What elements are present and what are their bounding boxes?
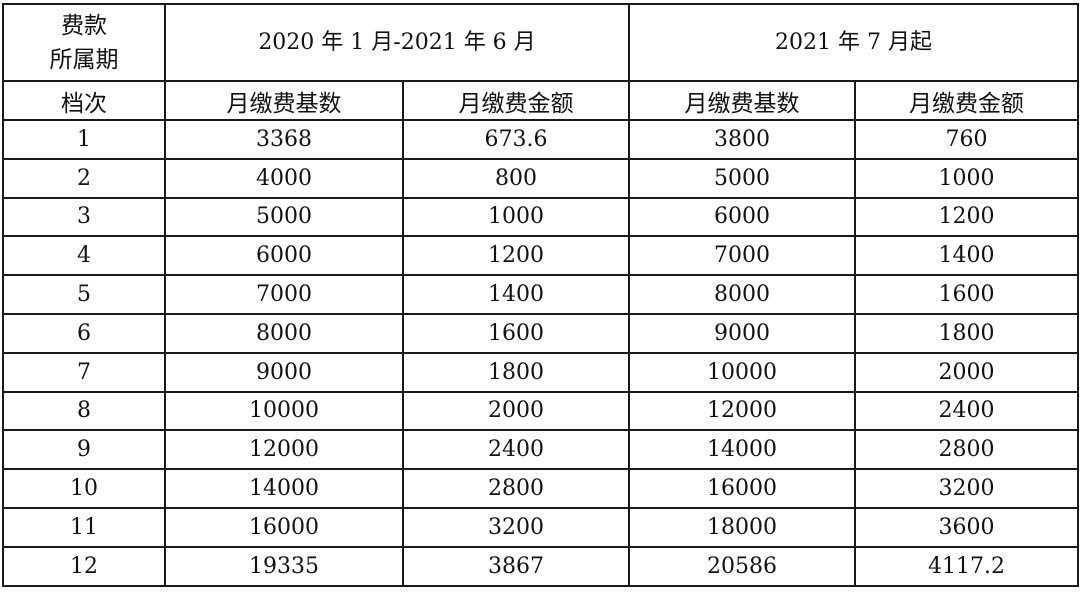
base-cell-2021: 16000	[628, 468, 856, 509]
amount-cell-2020: 1200	[402, 235, 630, 277]
tier-cell: 3	[2, 196, 166, 238]
header-row-periods: 费款 所属期 2020 年 1 月-2021 年 6 月 2021 年 7 月起	[2, 3, 1079, 82]
amount-cell-2021: 2400	[854, 390, 1079, 432]
base-cell-2021: 20586	[628, 545, 856, 587]
base-cell-2020: 12000	[164, 429, 404, 471]
amount-cell-2020: 2800	[402, 468, 630, 509]
base-cell-2021: 9000	[628, 312, 856, 354]
base-header-2: 月缴费基数	[628, 80, 856, 121]
tier-cell: 6	[2, 312, 166, 354]
base-cell-2020: 7000	[164, 274, 404, 315]
base-cell-2021: 6000	[628, 196, 856, 238]
period-header-1: 2020 年 1 月-2021 年 6 月	[164, 3, 630, 82]
tier-cell: 1	[2, 119, 166, 160]
base-cell-2020: 19335	[164, 545, 404, 587]
amount-header-1: 月缴费金额	[402, 80, 630, 121]
base-cell-2020: 6000	[164, 235, 404, 277]
table-row: 7 9000 1800 10000 2000	[2, 351, 1079, 393]
tier-cell: 8	[2, 390, 166, 432]
corner-line-2: 所属期	[49, 46, 119, 73]
amount-cell-2021: 3600	[854, 506, 1079, 548]
amount-cell-2020: 673.6	[402, 119, 630, 160]
table-row: 3 5000 1000 6000 1200	[2, 196, 1079, 238]
amount-cell-2020: 800	[402, 157, 630, 199]
table-row: 4 6000 1200 7000 1400	[2, 235, 1079, 277]
table-row: 10 14000 2800 16000 3200	[2, 468, 1079, 509]
amount-cell-2021: 1800	[854, 312, 1079, 354]
amount-cell-2021: 2800	[854, 429, 1079, 471]
base-cell-2020: 8000	[164, 312, 404, 354]
table-row: 9 12000 2400 14000 2800	[2, 429, 1079, 471]
tier-cell: 12	[2, 545, 166, 587]
base-cell-2021: 5000	[628, 157, 856, 199]
base-cell-2020: 16000	[164, 506, 404, 548]
amount-cell-2021: 1400	[854, 235, 1079, 277]
base-cell-2021: 10000	[628, 351, 856, 393]
base-cell-2020: 10000	[164, 390, 404, 432]
base-cell-2020: 14000	[164, 468, 404, 509]
amount-cell-2021: 4117.2	[854, 545, 1079, 587]
amount-header-2: 月缴费金额	[854, 80, 1079, 121]
base-cell-2020: 9000	[164, 351, 404, 393]
amount-cell-2020: 3200	[402, 506, 630, 548]
amount-cell-2020: 1000	[402, 196, 630, 238]
tier-cell: 2	[2, 157, 166, 199]
amount-cell-2021: 760	[854, 119, 1079, 160]
tier-cell: 10	[2, 468, 166, 509]
tier-cell: 4	[2, 235, 166, 277]
base-cell-2021: 3800	[628, 119, 856, 160]
corner-header-period: 费款 所属期	[2, 3, 166, 82]
tier-cell: 9	[2, 429, 166, 471]
amount-cell-2020: 1600	[402, 312, 630, 354]
base-cell-2020: 4000	[164, 157, 404, 199]
corner-line-1: 费款	[61, 12, 107, 39]
amount-cell-2021: 3200	[854, 468, 1079, 509]
table-row: 2 4000 800 5000 1000	[2, 157, 1079, 199]
table-row: 5 7000 1400 8000 1600	[2, 274, 1079, 315]
tier-cell: 5	[2, 274, 166, 315]
amount-cell-2021: 1200	[854, 196, 1079, 238]
base-cell-2021: 8000	[628, 274, 856, 315]
tier-cell: 7	[2, 351, 166, 393]
header-row-columns: 档次 月缴费基数 月缴费金额 月缴费基数 月缴费金额	[2, 80, 1079, 121]
base-cell-2021: 14000	[628, 429, 856, 471]
amount-cell-2020: 1400	[402, 274, 630, 315]
table-row: 6 8000 1600 9000 1800	[2, 312, 1079, 354]
period-header-2: 2021 年 7 月起	[628, 3, 1079, 82]
amount-cell-2021: 1000	[854, 157, 1079, 199]
table-row: 12 19335 3867 20586 4117.2	[2, 545, 1079, 587]
base-cell-2021: 7000	[628, 235, 856, 277]
base-cell-2020: 3368	[164, 119, 404, 160]
contribution-table: 费款 所属期 2020 年 1 月-2021 年 6 月 2021 年 7 月起…	[2, 3, 1079, 587]
base-header-1: 月缴费基数	[164, 80, 404, 121]
base-cell-2021: 18000	[628, 506, 856, 548]
tier-header: 档次	[2, 80, 166, 121]
amount-cell-2020: 3867	[402, 545, 630, 587]
amount-cell-2020: 1800	[402, 351, 630, 393]
table-row: 11 16000 3200 18000 3600	[2, 506, 1079, 548]
base-cell-2021: 12000	[628, 390, 856, 432]
amount-cell-2021: 2000	[854, 351, 1079, 393]
amount-cell-2021: 1600	[854, 274, 1079, 315]
amount-cell-2020: 2400	[402, 429, 630, 471]
base-cell-2020: 5000	[164, 196, 404, 238]
tier-cell: 11	[2, 506, 166, 548]
table-row: 1 3368 673.6 3800 760	[2, 119, 1079, 160]
table-row: 8 10000 2000 12000 2400	[2, 390, 1079, 432]
amount-cell-2020: 2000	[402, 390, 630, 432]
